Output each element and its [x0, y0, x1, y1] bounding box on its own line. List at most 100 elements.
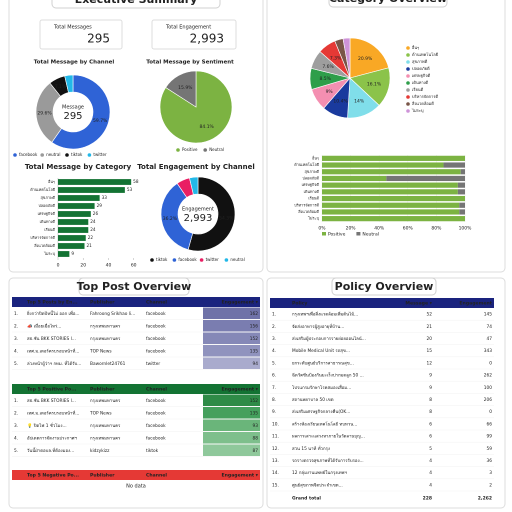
legend-swatch: [406, 88, 410, 92]
table-cell: 14.: [272, 470, 279, 476]
column-header: Engagement ▾: [222, 300, 259, 306]
kpi-label: Total Engagement: [165, 25, 211, 31]
bar: [58, 195, 100, 201]
column-header: Engagement ▾: [222, 387, 259, 393]
table-cell: 8: [429, 397, 432, 403]
table-cell: 10.: [272, 421, 279, 427]
chart-title: Total Engagement by Channel: [137, 163, 255, 171]
table-cell: 6: [429, 421, 432, 427]
table-cell: 343: [484, 348, 492, 354]
table-cell: 15.: [272, 482, 279, 488]
kpi-label: Total Messages: [53, 25, 92, 31]
table-cell: 9.: [272, 409, 276, 415]
y-tick-label: เรียนดี: [44, 227, 55, 232]
legend-swatch: [322, 232, 326, 236]
legend-label: เดินทางดี: [412, 80, 429, 85]
value-label: 33: [102, 195, 108, 200]
column-header: Publisher: [90, 473, 115, 479]
y-tick-label: เดินทางดี: [304, 189, 320, 194]
kpi-card: [151, 19, 237, 50]
table-cell: 156: [250, 323, 258, 329]
engagement-cell: [203, 444, 260, 456]
table-cell: ยิ่งกว่าปิดปีหนี้ไม่ ออก เพื่อ...: [27, 310, 80, 317]
table-cell: 100: [484, 385, 492, 391]
slice-label: 9%: [326, 89, 334, 95]
table-cell: 74: [487, 324, 493, 330]
column-header: Top 5 Negative Po...: [27, 473, 79, 479]
engagement-cell: [203, 332, 260, 344]
table-cell: facebook: [146, 435, 166, 441]
slice-label: 7.6%: [322, 64, 334, 70]
center-value: 295: [63, 111, 82, 122]
table-cell: 1.: [272, 312, 276, 318]
bar-segment: [322, 162, 444, 168]
engagement-cell: [203, 432, 260, 444]
kpi-card: [39, 19, 123, 50]
y-tick-label: อื่นๆ: [47, 179, 55, 184]
total-cell: Grand total: [292, 496, 321, 502]
table-cell: โปรแกรมรักษาโรคสมองเสื่อม...: [292, 384, 351, 391]
table-cell: 3.: [272, 336, 276, 342]
slice-label: 8.5%: [319, 76, 331, 82]
bar-segment: [322, 189, 458, 195]
legend-label: เรียนดี: [412, 87, 424, 92]
table-cell: เทศ.ม.เตอร์ครบรอบหน้าที่...: [27, 409, 79, 416]
bar: [58, 203, 95, 209]
legend-swatch: [406, 74, 410, 78]
slice-label: 54.3%: [219, 215, 234, 221]
legend-swatch: [356, 232, 361, 236]
x-tick-label: 20: [80, 263, 86, 269]
table-cell: tiktok: [146, 448, 159, 454]
value-label: 21: [86, 243, 92, 248]
table-cell: ล่วงหน้าผู้ว่าฯ กทม. ที่ได้รับ...: [27, 360, 81, 367]
legend-label: twitter: [93, 152, 107, 157]
value-label: 9: [71, 251, 74, 256]
bar: [58, 187, 125, 193]
y-tick-label: ปลอดภัยดี: [302, 175, 319, 180]
slice-label: 20.9%: [358, 56, 373, 62]
bar-segment: [322, 155, 465, 161]
legend-label: ไม่ระบุ: [411, 108, 424, 114]
table-cell: 4: [429, 470, 432, 476]
y-tick-label: ปลอดภัยดี: [38, 203, 55, 208]
y-tick-label: สุขภาพดี: [304, 169, 319, 175]
table-header: [12, 384, 260, 394]
table-cell: สร้างห้องเรียนเทคโนโลยี ทบทวน...: [292, 420, 357, 427]
table-cell: เทศ.ม.เตอร์ครบรอบหน้าที่...: [27, 347, 79, 354]
column-header: Channel: [146, 387, 167, 393]
y-tick-label: ด้านเทคโนโลยี: [30, 187, 55, 192]
table-cell: 1.: [14, 311, 18, 317]
column-header: Channel: [146, 473, 167, 479]
kpi-value: 2,993: [190, 32, 224, 46]
y-tick-label: อื่นๆ: [311, 155, 319, 160]
bar: [58, 211, 91, 217]
x-tick-label: 80%: [431, 226, 442, 232]
table-cell: TOP News: [89, 348, 112, 354]
engagement-cell: [203, 345, 260, 357]
bar-segment: [457, 182, 465, 188]
legend-label: อื่นๆ: [411, 45, 419, 50]
bar-segment: [443, 162, 465, 168]
pie-slice: [187, 176, 236, 252]
table-cell: 12.: [272, 446, 279, 452]
legend-label: facebook: [19, 152, 38, 157]
table-cell: facebook: [146, 336, 166, 342]
x-tick-label: 0: [57, 263, 60, 269]
table-cell: 21: [427, 324, 433, 330]
table-cell: 11.: [272, 434, 279, 440]
engagement-cell: [203, 320, 260, 332]
slice-label: 15.9%: [178, 85, 193, 91]
table-cell: 9: [429, 373, 432, 379]
table-cell: 152: [250, 336, 258, 342]
slice-label: 7.3%: [330, 55, 342, 61]
table-header: [12, 297, 260, 307]
table-cell: กรุงเทพมหานคร: [90, 435, 121, 441]
table-cell: 12: [427, 360, 433, 366]
y-tick-label: เรียนดี: [308, 196, 319, 201]
column-header: Message ▾: [405, 301, 432, 307]
x-tick-label: 100%: [459, 226, 473, 232]
bar-segment: [322, 209, 460, 215]
y-tick-label: เดินทางดี: [40, 219, 56, 224]
